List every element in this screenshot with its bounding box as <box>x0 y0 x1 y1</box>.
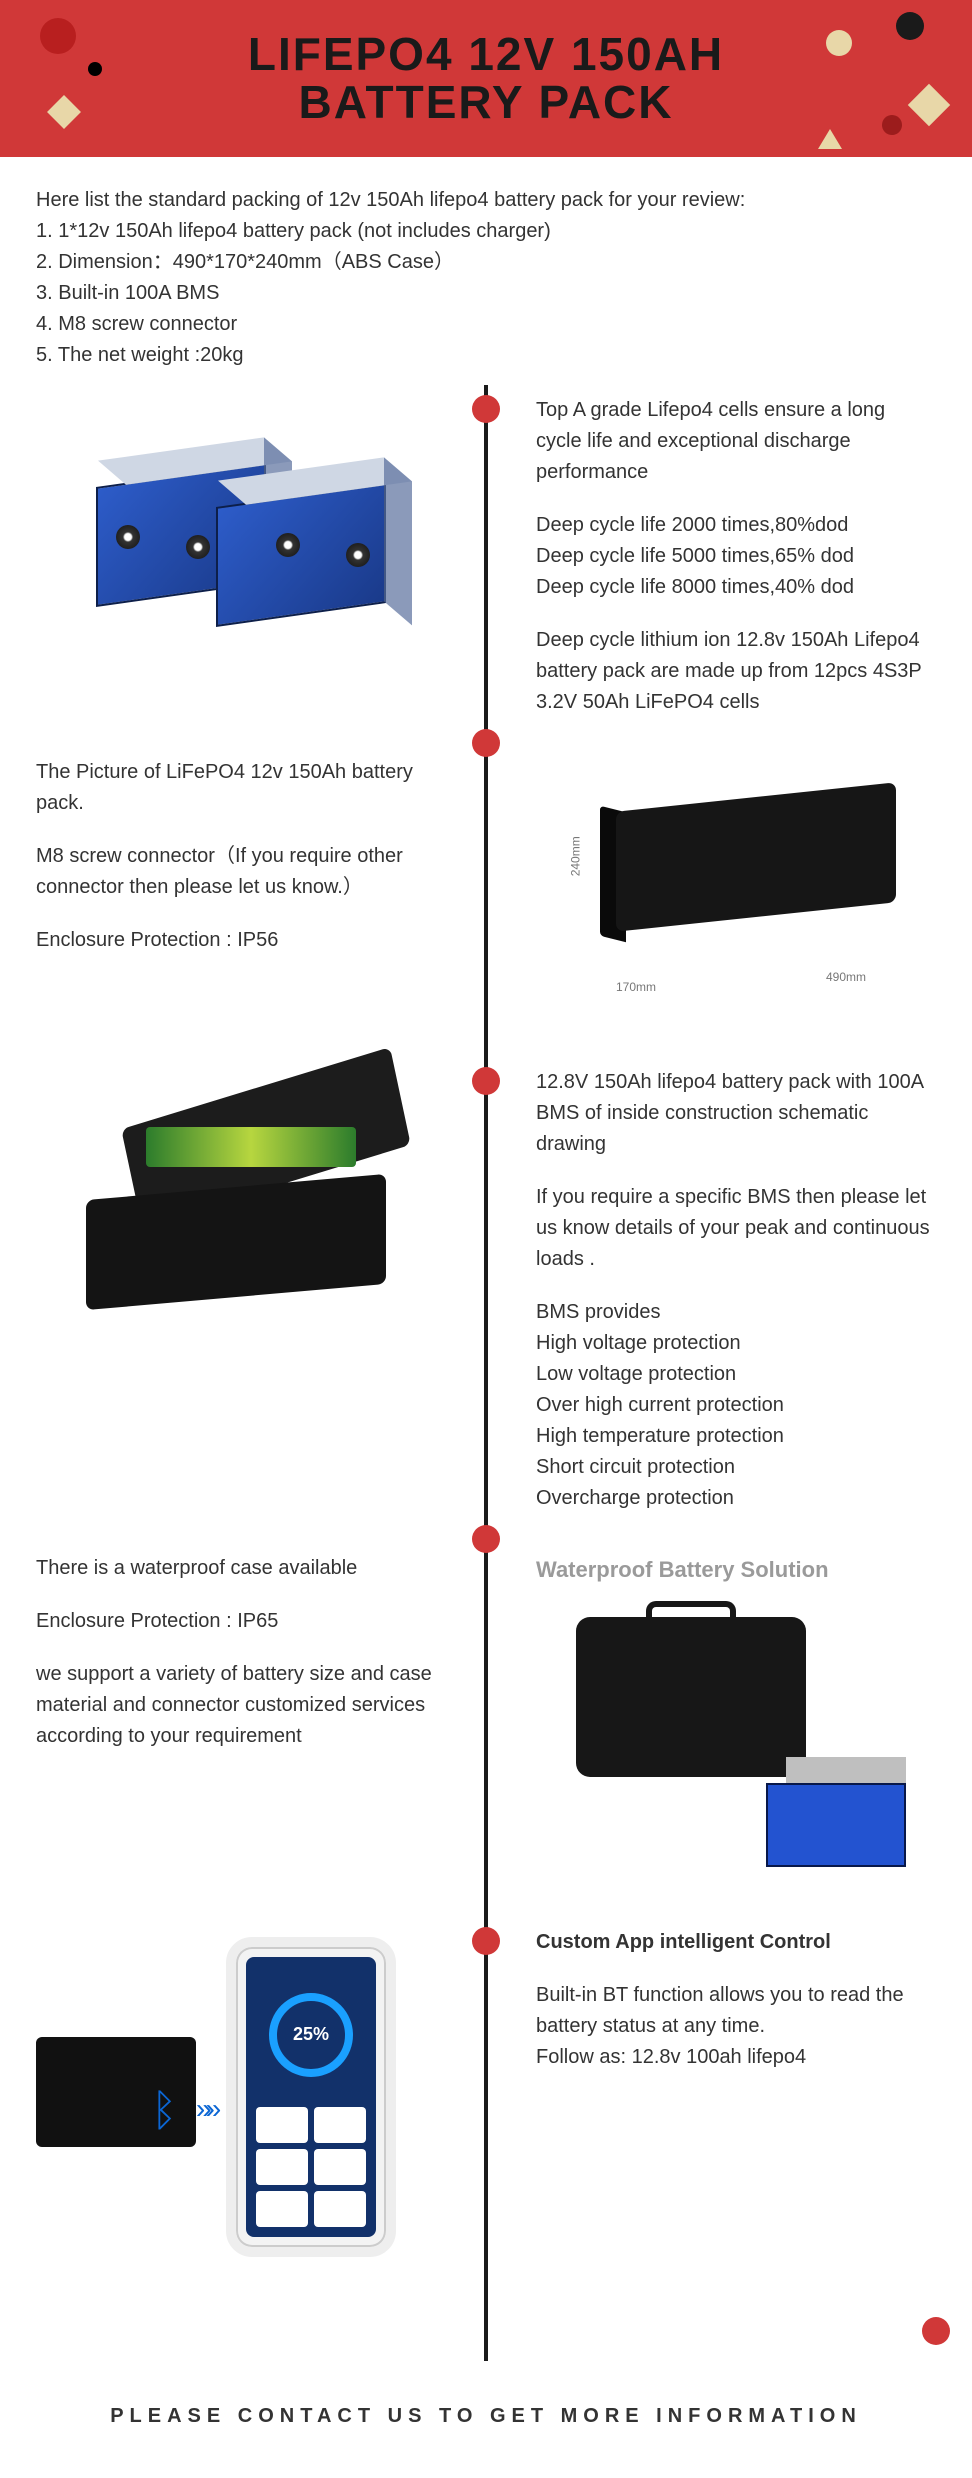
bms-protection: Low voltage protection <box>536 1359 936 1390</box>
intro-item: 1. 1*12v 150Ah lifepo4 battery pack (not… <box>36 216 936 247</box>
intro-item: 2. Dimension：490*170*240mm（ABS Case） <box>36 247 936 278</box>
intro-block: Here list the standard packing of 12v 15… <box>0 157 972 385</box>
waterproof-custom: we support a variety of battery size and… <box>36 1659 436 1752</box>
section-cells: Top A grade Lifepo4 cells ensure a long … <box>36 395 936 718</box>
cells-cycle-line: Deep cycle life 5000 times,65% dod <box>536 541 936 572</box>
app-image: ᛒ »» <box>36 1927 466 2267</box>
section-waterproof: There is a waterproof case available Enc… <box>36 1553 936 1877</box>
intro-item: 3. Built-in 100A BMS <box>36 278 936 309</box>
app-desc: Built-in BT function allows you to read … <box>536 1980 936 2042</box>
dim-height: 240mm <box>567 836 586 876</box>
bms-protection: Short circuit protection <box>536 1452 936 1483</box>
intro-lead: Here list the standard packing of 12v 15… <box>36 185 936 216</box>
pack-caption: The Picture of LiFePO4 12v 150Ah battery… <box>36 757 436 819</box>
page-title: LIFEPO4 12V 150AH BATTERY PACK <box>20 30 952 127</box>
timeline-dot <box>472 729 500 757</box>
pack-text: The Picture of LiFePO4 12v 150Ah battery… <box>36 757 466 956</box>
battery-gauge <box>269 1993 353 2077</box>
timeline-dot <box>922 2317 950 2345</box>
section-pack: The Picture of LiFePO4 12v 150Ah battery… <box>36 757 936 1017</box>
cells-image <box>36 395 466 655</box>
timeline-dot <box>472 1927 500 1955</box>
timeline-dot <box>472 1067 500 1095</box>
decor-circle <box>826 30 852 56</box>
app-follow: Follow as: 12.8v 100ah lifepo4 <box>536 2042 936 2073</box>
bms-protection: High voltage protection <box>536 1328 936 1359</box>
title-line-1: LIFEPO4 12V 150AH <box>20 30 952 78</box>
decor-dot <box>88 62 102 76</box>
page-header: LIFEPO4 12V 150AH BATTERY PACK <box>0 0 972 157</box>
intro-item: 5. The net weight :20kg <box>36 340 936 371</box>
waterproof-image: Waterproof Battery Solution <box>506 1553 936 1877</box>
arrow-icon: »» <box>196 2087 215 2130</box>
section-app: ᛒ »» Custom App intelligent Control Buil… <box>36 1927 936 2267</box>
bms-note: If you require a specific BMS then pleas… <box>536 1182 936 1275</box>
pack-connector: M8 screw connector（If you require other … <box>36 841 436 903</box>
bms-protection: Overcharge protection <box>536 1483 936 1514</box>
pack-ip: Enclosure Protection : IP56 <box>36 925 436 956</box>
decor-circle <box>882 115 902 135</box>
phone-mockup <box>226 1937 396 2257</box>
bms-protection: High temperature protection <box>536 1421 936 1452</box>
bluetooth-icon: ᛒ <box>151 2077 177 2145</box>
cells-cycle-line: Deep cycle life 2000 times,80%dod <box>536 510 936 541</box>
dim-depth: 170mm <box>616 978 656 997</box>
intro-item: 4. M8 screw connector <box>36 309 936 340</box>
decor-circle <box>896 12 924 40</box>
dim-width: 490mm <box>826 968 866 987</box>
cells-lead: Top A grade Lifepo4 cells ensure a long … <box>536 395 936 488</box>
cells-text: Top A grade Lifepo4 cells ensure a long … <box>506 395 936 718</box>
bms-protection: Over high current protection <box>536 1390 936 1421</box>
footer-cta: PLEASE CONTACT US TO GET MORE INFORMATIO… <box>0 2361 972 2478</box>
decor-circle <box>40 18 76 54</box>
bms-image <box>36 1067 466 1327</box>
bms-heading: BMS provides <box>536 1297 936 1328</box>
timeline-dot <box>472 395 500 423</box>
waterproof-case: There is a waterproof case available <box>36 1553 436 1584</box>
waterproof-text: There is a waterproof case available Enc… <box>36 1553 466 1752</box>
section-bms: 12.8V 150Ah lifepo4 battery pack with 10… <box>36 1067 936 1514</box>
app-title: Custom App intelligent Control <box>536 1927 936 1958</box>
cells-cycle-line: Deep cycle life 8000 times,40% dod <box>536 572 936 603</box>
timeline-dot <box>472 1525 500 1553</box>
waterproof-ip: Enclosure Protection : IP65 <box>36 1606 436 1637</box>
timeline: Top A grade Lifepo4 cells ensure a long … <box>0 385 972 2361</box>
bms-text: 12.8V 150Ah lifepo4 battery pack with 10… <box>506 1067 936 1514</box>
cells-config: Deep cycle lithium ion 12.8v 150Ah Lifep… <box>536 625 936 718</box>
waterproof-title: Waterproof Battery Solution <box>536 1553 829 1587</box>
bms-lead: 12.8V 150Ah lifepo4 battery pack with 10… <box>536 1067 936 1160</box>
decor-triangle <box>818 129 842 149</box>
pack-image: 240mm 170mm 490mm <box>506 757 936 1017</box>
title-line-2: BATTERY PACK <box>20 78 952 126</box>
app-text: Custom App intelligent Control Built-in … <box>506 1927 936 2073</box>
